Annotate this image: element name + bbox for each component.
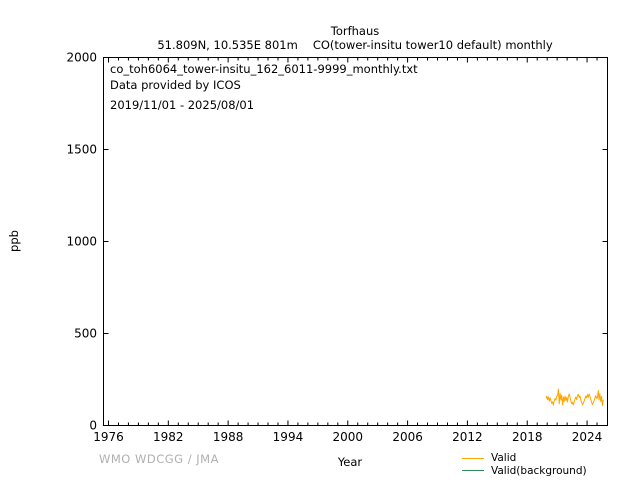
station-coordinates: 51.809N, 10.535E 801m (157, 38, 298, 52)
x-tick-label: 2012 (452, 430, 483, 444)
x-tick-label: 1988 (213, 430, 244, 444)
x-tick-label: 1982 (153, 430, 184, 444)
legend-item-valid-background: Valid(background) (462, 465, 587, 478)
legend-item-valid: Valid (462, 452, 587, 465)
y-tick-label: 2000 (66, 51, 97, 65)
x-tick-label: 2024 (572, 430, 603, 444)
annotation-filename: co_toh6064_tower-insitu_162_6011-9999_mo… (110, 62, 418, 76)
wdcgg-credit: WMO WDCGG / JMA (99, 452, 219, 466)
annotation-provider: Data provided by ICOS (110, 78, 241, 92)
x-tick-label: 2006 (392, 430, 423, 444)
annotation-period: 2019/11/01 - 2025/08/01 (110, 98, 255, 112)
y-tick-label: 500 (74, 327, 97, 341)
chart-title-station: Torfhaus (330, 24, 380, 38)
y-tick-label: 0 (89, 419, 97, 433)
legend-label-valid: Valid (491, 452, 517, 465)
x-axis-title: Year (337, 455, 363, 469)
x-tick-label: 1994 (273, 430, 304, 444)
valid-line-swatch (462, 457, 484, 459)
legend-label-valid-background: Valid(background) (491, 464, 587, 477)
x-tick-label: 2000 (332, 430, 363, 444)
valid-background-line-swatch (462, 470, 484, 472)
parameter-label: CO(tower-insitu tower10 default) monthly (312, 38, 553, 52)
plot-annotation: co_toh6064_tower-insitu_162_6011-9999_mo… (110, 61, 418, 113)
y-tick-label: 1000 (66, 235, 97, 249)
x-tick-label: 1976 (93, 430, 124, 444)
x-tick-label: 2018 (512, 430, 543, 444)
chart-subtitle: 51.809N, 10.535E 801m CO(tower-insitu to… (103, 38, 607, 52)
y-tick-label: 1500 (66, 143, 97, 157)
series-line-valid (545, 388, 604, 407)
chart-legend: Valid Valid(background) (462, 452, 587, 477)
